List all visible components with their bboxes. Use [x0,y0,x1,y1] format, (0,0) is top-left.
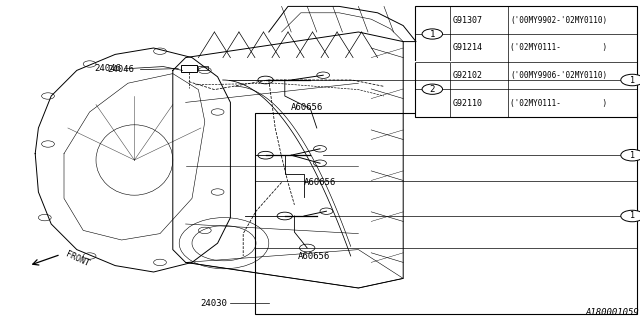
Bar [198,66,208,70]
Bar [415,6,637,117]
Text: FRONT: FRONT [64,250,90,268]
Text: 2: 2 [429,85,435,94]
Circle shape [621,74,640,86]
Text: A180001059: A180001059 [585,308,639,317]
Text: G91214: G91214 [452,43,483,52]
Circle shape [422,29,443,39]
Text: ('00MY9902-'02MY0110): ('00MY9902-'02MY0110) [510,16,607,25]
Text: G91307: G91307 [452,16,483,25]
Text: G92110: G92110 [452,99,483,108]
Text: ('00MY9906-'02MY0110): ('00MY9906-'02MY0110) [510,71,607,80]
Text: 1: 1 [429,29,435,38]
Bar [181,65,197,72]
Text: 24030: 24030 [200,299,227,308]
Text: ('02MY0111-         ): ('02MY0111- ) [510,99,607,108]
Circle shape [422,84,443,94]
Text: A60656: A60656 [298,252,330,261]
Text: 1: 1 [630,76,635,84]
Text: 1: 1 [630,151,635,160]
Text: ('02MY0111-         ): ('02MY0111- ) [510,43,607,52]
Text: 1: 1 [630,212,635,220]
Bar [255,113,637,314]
Text: A60656: A60656 [304,178,336,187]
Text: 24046: 24046 [108,65,134,74]
Text: A60656: A60656 [291,103,323,112]
Circle shape [621,149,640,161]
Text: G92102: G92102 [452,71,483,80]
Circle shape [621,210,640,222]
Text: 24046: 24046 [95,64,122,73]
